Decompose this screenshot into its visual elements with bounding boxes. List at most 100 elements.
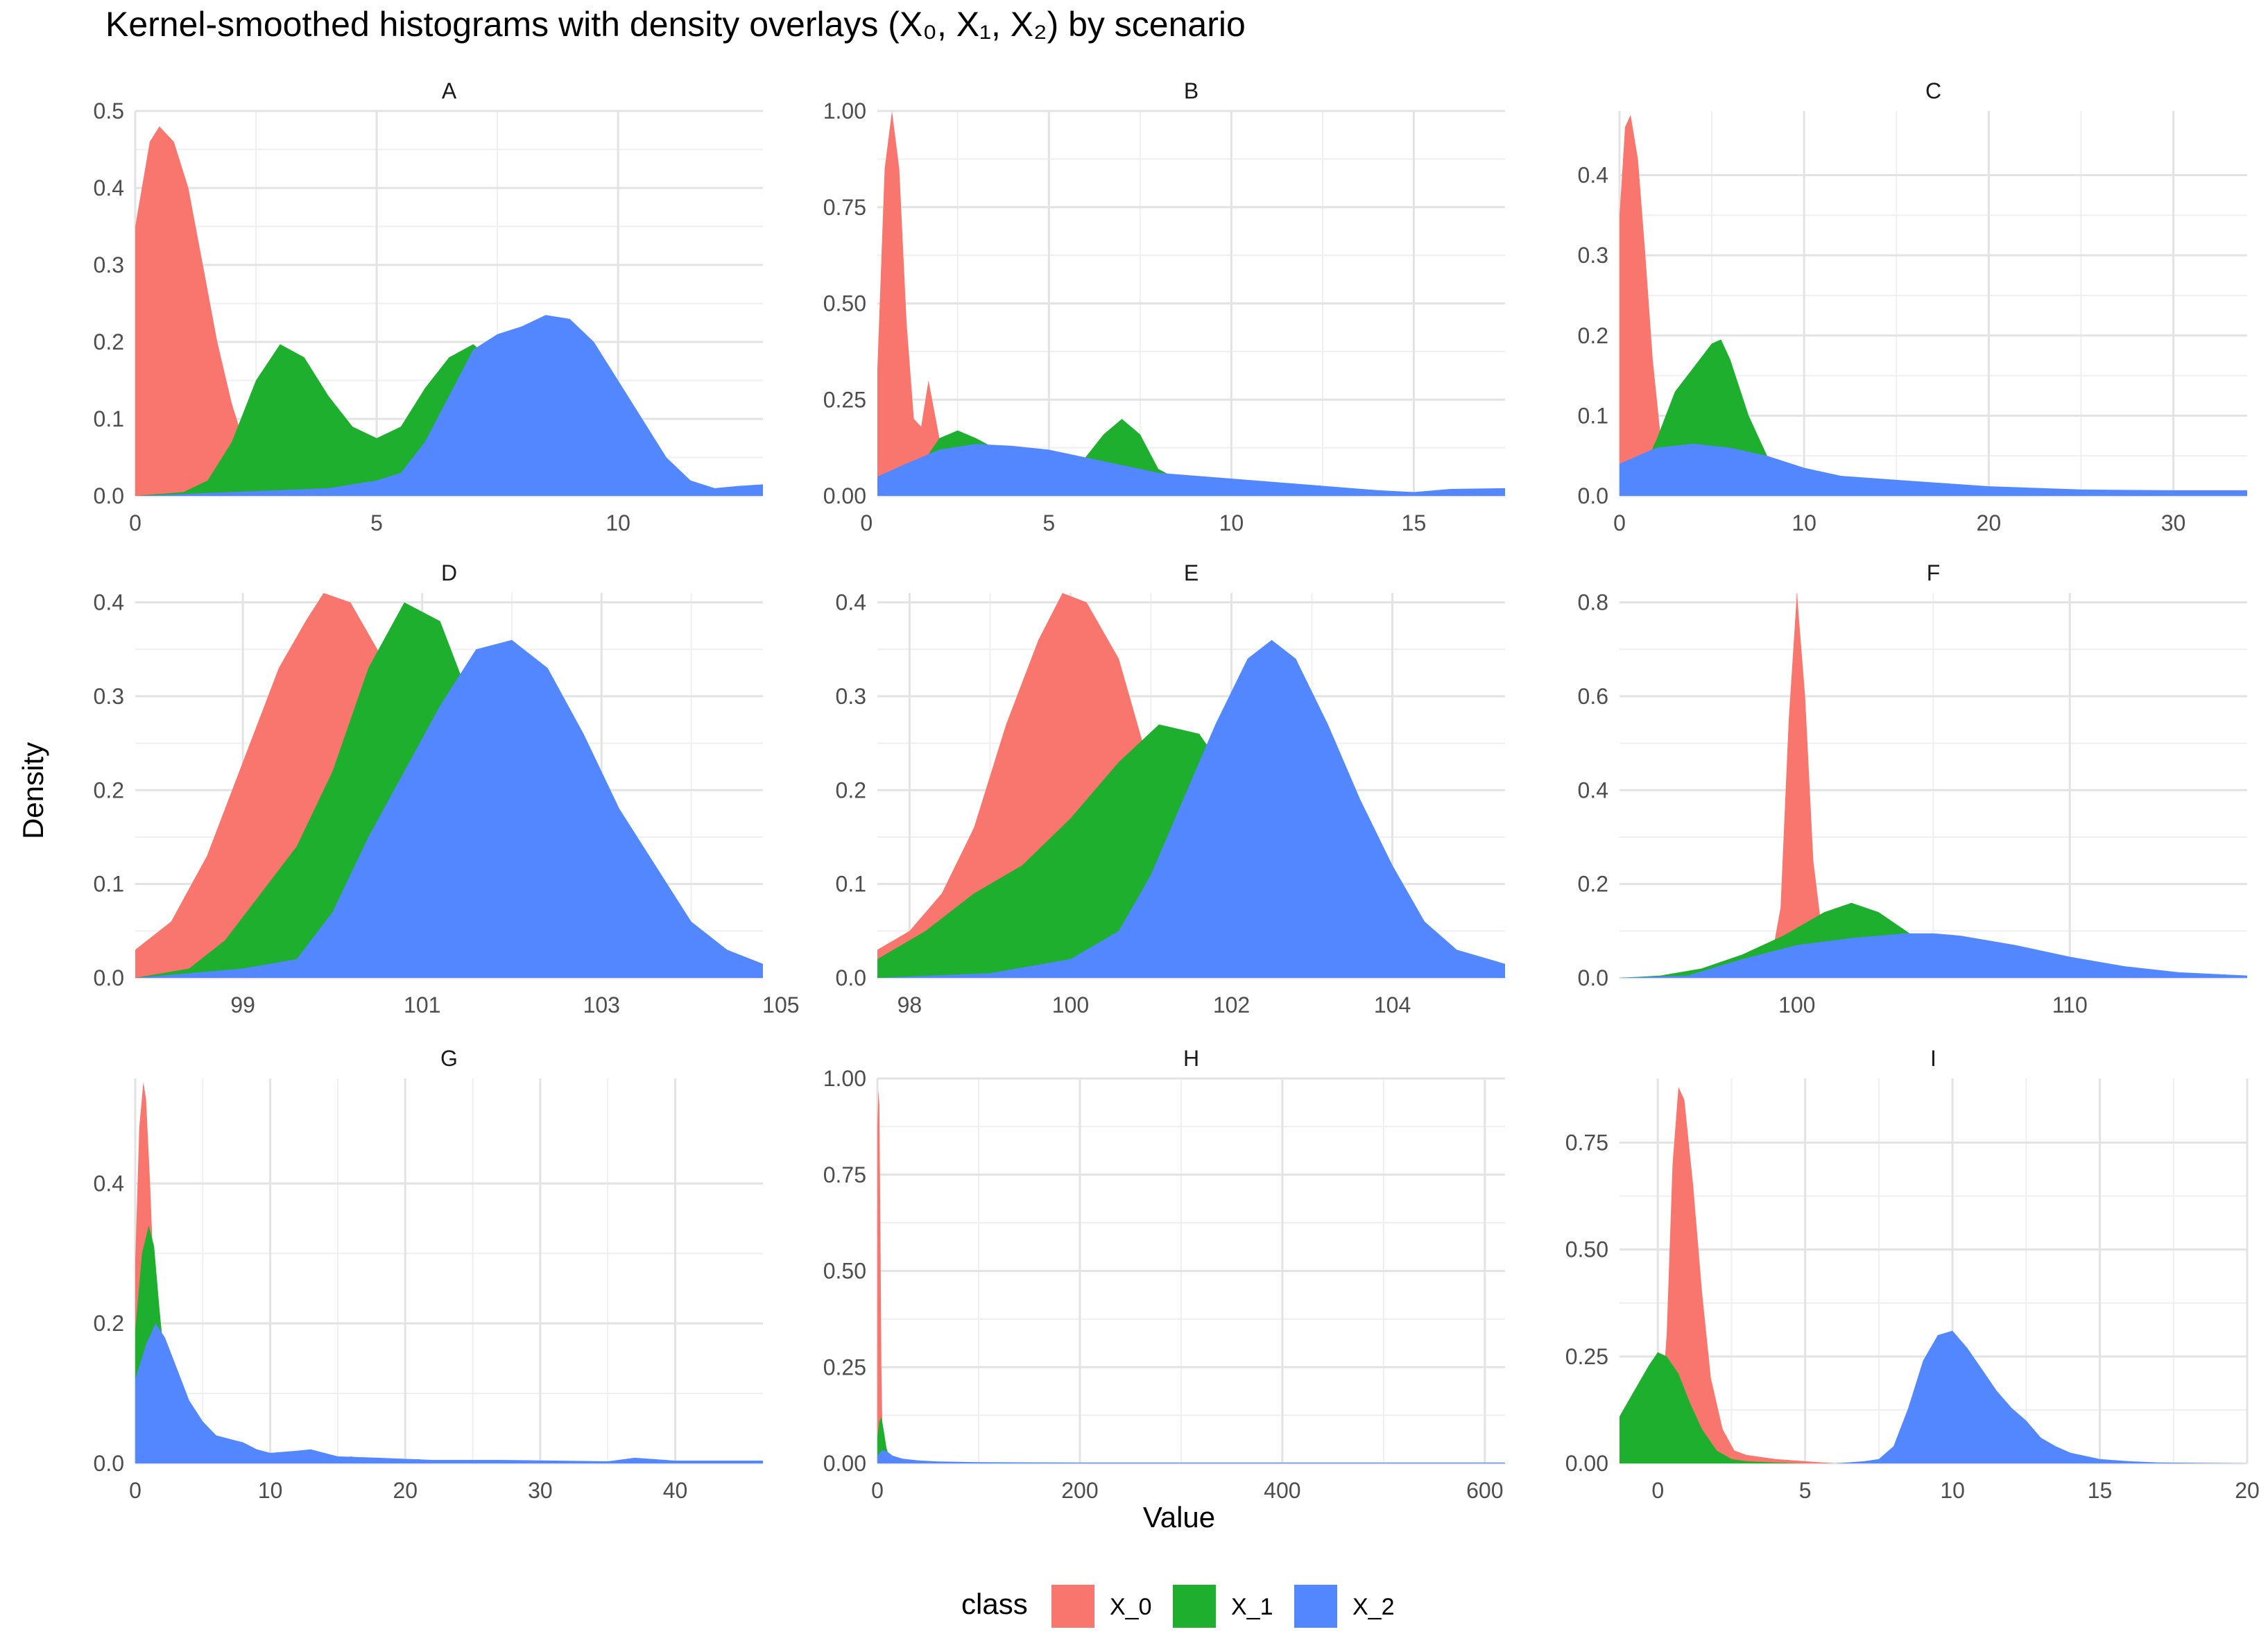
- panel-c: 0 10 20 30 0.0 0.1 0.2 0.3 0.4 C: [1578, 78, 2247, 535]
- x-tick-label: 101: [404, 992, 440, 1017]
- x-tick-label: 5: [1042, 510, 1055, 535]
- x-tick-label: 10: [605, 510, 630, 535]
- x-tick-label: 0: [129, 510, 141, 535]
- density-area-x2: [135, 315, 763, 496]
- legend-label: X_1: [1231, 1594, 1273, 1620]
- legend-label: X_2: [1352, 1594, 1395, 1620]
- y-tick-label: 0.4: [836, 590, 866, 615]
- y-tick-label: 0.5: [94, 98, 124, 123]
- y-tick-label: 1.00: [823, 98, 866, 123]
- y-axis-title: Density: [17, 742, 49, 839]
- x-tick-label: 20: [2235, 1478, 2260, 1503]
- y-tick-label: 0.2: [1578, 323, 1608, 348]
- legend-key-x1: [1173, 1585, 1216, 1628]
- x-tick-label: 105: [762, 992, 799, 1017]
- x-tick-label: 0: [871, 1478, 884, 1503]
- y-tick-label: 0.00: [823, 483, 866, 508]
- x-tick-label: 10: [1792, 510, 1816, 535]
- x-tick-label: 5: [370, 510, 383, 535]
- facet-strip-label: A: [442, 78, 457, 103]
- panel-h: 0 200 400 600 0.00 0.25 0.50 0.75 1.00 H: [823, 1046, 1505, 1503]
- x-tick-label: 10: [1219, 510, 1244, 535]
- x-tick-label: 30: [2161, 510, 2186, 535]
- y-tick-label: 0.4: [1578, 163, 1608, 188]
- density-area-x1: [877, 1417, 1505, 1463]
- y-tick-label: 0.2: [94, 1311, 124, 1336]
- y-tick-label: 0.1: [836, 872, 866, 897]
- y-tick-label: 0.00: [823, 1451, 866, 1476]
- x-tick-label: 20: [1977, 510, 2002, 535]
- panel-i: 0 5 10 15 20 0.00 0.25 0.50 0.75 I: [1565, 1046, 2260, 1503]
- y-tick-label: 0.0: [836, 965, 866, 990]
- y-tick-label: 0.25: [823, 1354, 866, 1379]
- density-area-x0: [135, 1082, 763, 1463]
- chart-title: Kernel-smoothed histograms with density …: [105, 5, 1246, 44]
- density-area-x2: [877, 639, 1505, 978]
- x-tick-label: 15: [1402, 510, 1427, 535]
- legend-title: class: [961, 1588, 1028, 1620]
- x-tick-label: 98: [897, 992, 922, 1017]
- panel-g: 0 10 20 30 40 0.0 0.2 0.4 G: [94, 1046, 763, 1503]
- panel-a: 0 5 10 0.0 0.1 0.2 0.3 0.4 0.5 A: [94, 78, 763, 535]
- y-tick-label: 0.2: [94, 329, 124, 354]
- x-tick-label: 100: [1052, 992, 1089, 1017]
- density-area-x1: [135, 1225, 763, 1463]
- facet-strip-label: B: [1184, 78, 1199, 103]
- density-area-x2: [1620, 933, 2247, 978]
- facet-strip-label: H: [1183, 1046, 1199, 1071]
- legend-key-x2: [1294, 1585, 1337, 1628]
- y-tick-label: 0.4: [94, 1171, 124, 1196]
- density-area-x1: [1620, 1352, 2247, 1463]
- density-area-x0: [877, 1090, 1505, 1463]
- x-tick-label: 600: [1466, 1478, 1503, 1503]
- y-tick-label: 0.50: [823, 1259, 866, 1284]
- x-tick-label: 104: [1374, 992, 1411, 1017]
- y-tick-label: 0.3: [94, 252, 124, 277]
- x-tick-label: 0: [1651, 1478, 1664, 1503]
- y-tick-label: 0.1: [94, 406, 124, 431]
- density-area-x0: [135, 126, 763, 496]
- y-tick-label: 0.3: [836, 684, 866, 709]
- y-tick-label: 0.00: [1565, 1451, 1608, 1476]
- y-tick-label: 0.0: [94, 965, 124, 990]
- legend-key-x0: [1051, 1585, 1094, 1628]
- density-area-x2: [1620, 443, 2247, 496]
- y-tick-label: 0.3: [1578, 243, 1608, 268]
- y-tick-label: 0.4: [1578, 777, 1608, 802]
- y-tick-label: 0.0: [94, 1451, 124, 1476]
- y-tick-label: 0.75: [823, 195, 866, 220]
- y-tick-label: 0.0: [1578, 965, 1608, 990]
- y-tick-label: 0.25: [1565, 1344, 1608, 1369]
- y-tick-label: 0.6: [1578, 684, 1608, 709]
- x-tick-label: 200: [1061, 1478, 1098, 1503]
- x-tick-label: 0: [1613, 510, 1626, 535]
- legend: class X_0 X_1 X_2: [961, 1585, 1395, 1628]
- facet-strip-label: F: [1927, 560, 1941, 585]
- x-tick-label: 10: [1940, 1478, 1965, 1503]
- panel-d: 99 101 103 105 0.0 0.1 0.2 0.3 0.4 D: [94, 560, 800, 1017]
- y-tick-label: 0.2: [836, 777, 866, 802]
- density-area-x2: [877, 1450, 1505, 1463]
- x-axis-title: Value: [1143, 1501, 1215, 1533]
- y-tick-label: 0.0: [94, 483, 124, 508]
- x-tick-label: 0: [129, 1478, 141, 1503]
- y-tick-label: 0.1: [1578, 403, 1608, 428]
- panel-f: 100 110 0.0 0.2 0.4 0.6 0.8 F: [1578, 560, 2247, 1017]
- y-tick-label: 0.75: [823, 1162, 866, 1187]
- density-area-x2: [135, 1323, 763, 1463]
- facet-strip-label: I: [1930, 1046, 1936, 1071]
- x-tick-label: 99: [230, 992, 255, 1017]
- y-tick-label: 0.3: [94, 684, 124, 709]
- x-tick-label: 103: [583, 992, 620, 1017]
- y-tick-label: 0.50: [1565, 1237, 1608, 1262]
- x-tick-label: 20: [393, 1478, 418, 1503]
- y-tick-label: 0.75: [1565, 1130, 1608, 1155]
- x-tick-label: 5: [1799, 1478, 1812, 1503]
- density-area-x2: [877, 444, 1505, 496]
- legend-label: X_0: [1110, 1594, 1152, 1620]
- y-tick-label: 0.2: [94, 777, 124, 802]
- facet-panels: 0 5 100.00.10.20.30.40.5A0 5 10 150.000.250.5…: [94, 78, 2260, 1503]
- panel-b: 0 5 10 15 0.00 0.25 0.50 0.75 1.00 B: [823, 78, 1505, 535]
- y-tick-label: 0.8: [1578, 590, 1608, 615]
